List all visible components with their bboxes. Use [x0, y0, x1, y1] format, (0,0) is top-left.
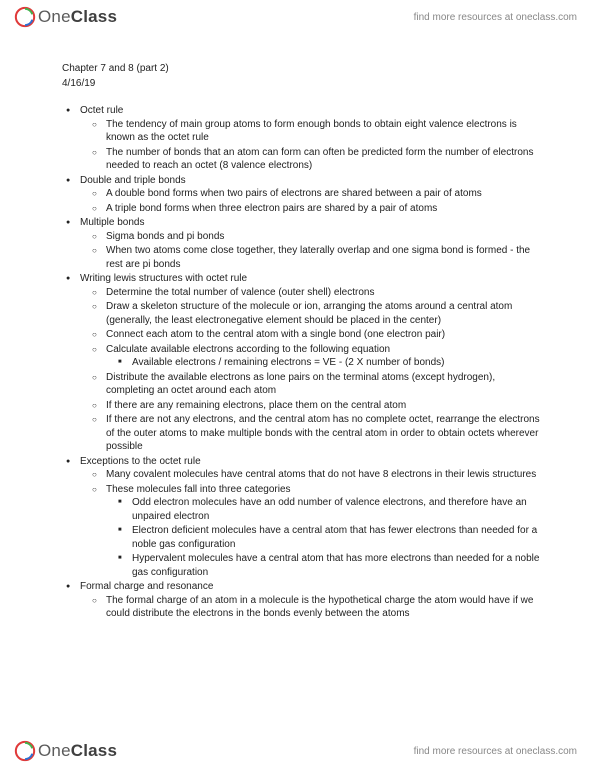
note-item: Distribute the available electrons as lo… — [106, 371, 543, 398]
section-heading: Multiple bondsSigma bonds and pi bondsWh… — [80, 216, 543, 271]
brand-logo-footer: OneClass — [14, 740, 117, 762]
section-heading: Writing lewis structures with octet rule… — [80, 272, 543, 454]
footer-tagline[interactable]: find more resources at oneclass.com — [414, 746, 577, 757]
note-item: If there are not any electrons, and the … — [106, 413, 543, 454]
brand-text: OneClass — [38, 741, 117, 761]
note-subitem: Electron deficient molecules have a cent… — [132, 524, 543, 551]
note-item: Connect each atom to the central atom wi… — [106, 328, 543, 342]
section-heading: Octet ruleThe tendency of main group ato… — [80, 104, 543, 173]
note-subitem: Hypervalent molecules have a central ato… — [132, 552, 543, 579]
note-item: Determine the total number of valence (o… — [106, 286, 543, 300]
section-heading: Formal charge and resonanceThe formal ch… — [80, 580, 543, 621]
note-item: When two atoms come close together, they… — [106, 244, 543, 271]
note-item: The number of bonds that an atom can for… — [106, 146, 543, 173]
header-bar: OneClass find more resources at oneclass… — [0, 0, 595, 32]
header-tagline[interactable]: find more resources at oneclass.com — [414, 12, 577, 23]
doc-date: 4/16/19 — [62, 77, 543, 91]
doc-title: Chapter 7 and 8 (part 2) — [62, 62, 543, 76]
brand-text: OneClass — [38, 7, 117, 27]
footer-bar: OneClass find more resources at oneclass… — [0, 734, 595, 770]
note-item: The tendency of main group atoms to form… — [106, 118, 543, 145]
note-item: A double bond forms when two pairs of el… — [106, 187, 543, 201]
brand-logo: OneClass — [14, 6, 117, 28]
note-item: Many covalent molecules have central ato… — [106, 468, 543, 482]
section-heading: Double and triple bondsA double bond for… — [80, 174, 543, 216]
note-item: The formal charge of an atom in a molecu… — [106, 594, 543, 621]
note-item: Calculate available electrons according … — [106, 343, 543, 370]
logo-icon — [14, 740, 36, 762]
notes-list: Octet ruleThe tendency of main group ato… — [62, 104, 543, 621]
section-heading: Exceptions to the octet ruleMany covalen… — [80, 455, 543, 580]
note-subitem: Available electrons / remaining electron… — [132, 356, 543, 370]
note-item: Sigma bonds and pi bonds — [106, 230, 543, 244]
note-item: Draw a skeleton structure of the molecul… — [106, 300, 543, 327]
note-subitem: Odd electron molecules have an odd numbe… — [132, 496, 543, 523]
document-body: Chapter 7 and 8 (part 2) 4/16/19 Octet r… — [0, 32, 595, 621]
logo-icon — [14, 6, 36, 28]
note-item: If there are any remaining electrons, pl… — [106, 399, 543, 413]
note-item: These molecules fall into three categori… — [106, 483, 543, 580]
note-item: A triple bond forms when three electron … — [106, 202, 543, 216]
